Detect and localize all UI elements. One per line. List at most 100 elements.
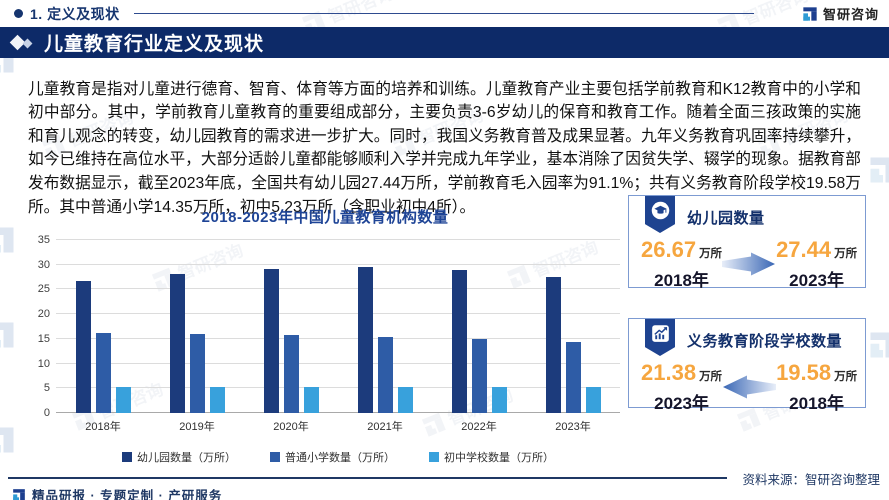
y-tick-label: 30 bbox=[37, 258, 50, 271]
legend-item: 普通小学数量（万所） bbox=[270, 449, 395, 465]
x-tick-label: 2023年 bbox=[555, 421, 591, 433]
gridline bbox=[56, 313, 620, 315]
bar bbox=[545, 277, 561, 413]
legend-label: 幼儿园数量（万所） bbox=[137, 452, 236, 464]
section-banner: 儿童教育行业定义及现状 bbox=[0, 27, 889, 58]
y-tick-label: 10 bbox=[37, 357, 50, 370]
trend-arrow-icon bbox=[722, 375, 777, 399]
stat-year: 2018年 bbox=[789, 394, 844, 413]
footer-brand: 精品研报 · 专题定制 · 产研服务 bbox=[12, 485, 222, 500]
stat-year: 2018年 bbox=[654, 271, 709, 290]
legend-swatch bbox=[270, 452, 280, 462]
y-tick-label: 35 bbox=[37, 234, 50, 246]
bar bbox=[451, 270, 467, 413]
bar bbox=[397, 386, 413, 413]
stat-year: 2023年 bbox=[654, 394, 709, 413]
bar bbox=[189, 333, 205, 413]
legend-swatch bbox=[429, 452, 439, 462]
y-tick-label: 15 bbox=[37, 332, 50, 345]
card-badge bbox=[645, 196, 675, 233]
legend-label: 初中学校数量（万所） bbox=[444, 452, 554, 464]
bar bbox=[75, 281, 91, 413]
gridline bbox=[56, 337, 620, 339]
stat-right: 27.44 万所 2023年 bbox=[776, 237, 857, 291]
gridline bbox=[56, 288, 620, 290]
gridline bbox=[56, 387, 620, 389]
x-tick-label: 2018年 bbox=[85, 421, 121, 433]
bar-group bbox=[526, 240, 620, 413]
x-tick-label: 2022年 bbox=[461, 421, 497, 433]
watermark-edge-glyph bbox=[868, 155, 889, 190]
bar bbox=[585, 387, 601, 413]
y-tick-label: 5 bbox=[43, 382, 50, 395]
y-tick-label: 25 bbox=[37, 283, 50, 296]
legend-item: 幼儿园数量（万所） bbox=[122, 449, 236, 465]
stat-unit: 万所 bbox=[834, 371, 858, 383]
section-bullet-icon bbox=[14, 9, 23, 18]
bar-group bbox=[338, 240, 432, 413]
bar bbox=[565, 342, 581, 413]
stat-value: 27.44 bbox=[776, 237, 832, 262]
gridline bbox=[56, 362, 620, 364]
stat-left: 26.67 万所 2018年 bbox=[641, 237, 722, 291]
bar-group bbox=[56, 240, 150, 413]
stat-unit: 万所 bbox=[699, 371, 723, 383]
stat-value: 21.38 bbox=[641, 360, 697, 385]
chart-plot: 0 5 10 15 20 25 30 35 bbox=[38, 234, 620, 419]
source-note: 资料来源：智研咨询整理 bbox=[742, 473, 880, 487]
y-tick-label: 20 bbox=[37, 308, 50, 321]
legend-swatch bbox=[122, 452, 132, 462]
watermark-edge-glyph bbox=[0, 225, 16, 260]
card-title: 义务教育阶段学校数量 bbox=[687, 333, 843, 350]
footer-tagline: 精品研报 · 专题定制 · 产研服务 bbox=[32, 489, 223, 500]
stat-value: 19.58 bbox=[776, 360, 832, 385]
footer-divider bbox=[8, 477, 727, 479]
gridline bbox=[56, 239, 620, 240]
card-title: 幼儿园数量 bbox=[687, 210, 765, 227]
banner-title: 儿童教育行业定义及现状 bbox=[44, 34, 265, 55]
trend-chart-icon bbox=[651, 325, 669, 342]
watermark-edge-glyph bbox=[0, 425, 16, 460]
bar bbox=[303, 386, 319, 413]
stat-cards-column: 幼儿园数量 26.67 万所 2018年 bbox=[628, 195, 866, 413]
brand-name: 智研咨询 bbox=[822, 7, 879, 22]
bar bbox=[115, 387, 131, 413]
legend-label: 普通小学数量（万所） bbox=[285, 452, 395, 464]
y-tick-label: 0 bbox=[43, 407, 50, 419]
bar bbox=[357, 267, 373, 413]
diamond-icon bbox=[9, 33, 36, 53]
bar bbox=[209, 387, 225, 413]
watermark-edge-glyph bbox=[0, 320, 16, 355]
zhiyan-logo-icon bbox=[803, 6, 817, 21]
trend-arrow-icon bbox=[722, 252, 776, 276]
stat-value: 26.67 bbox=[641, 237, 697, 262]
gridline bbox=[56, 412, 620, 413]
chart-groups bbox=[56, 240, 620, 413]
gridline bbox=[56, 263, 620, 265]
bar-group bbox=[244, 240, 338, 413]
stat-left: 21.38 万所 2023年 bbox=[641, 360, 722, 414]
chart-legend: 幼儿园数量（万所） 普通小学数量（万所） 初中学校数量（万所） bbox=[56, 449, 620, 465]
bar-chart: 2018-2023年中国儿童教育机构数量 0 5 10 15 20 25 30 35 2018… bbox=[30, 206, 620, 465]
chart-y-axis: 0 5 10 15 20 25 30 35 bbox=[30, 234, 52, 419]
zhiyan-logo-icon bbox=[13, 488, 25, 500]
section-label: 1. 定义及现状 bbox=[30, 5, 120, 22]
bar bbox=[95, 333, 111, 413]
bar-group bbox=[150, 240, 244, 413]
stat-unit: 万所 bbox=[834, 248, 858, 260]
card-body: 26.67 万所 2018年 27.44 万所 2 bbox=[629, 228, 865, 291]
bar bbox=[263, 268, 279, 413]
compulsory-education-schools-card: 义务教育阶段学校数量 21.38 万所 2023年 bbox=[628, 318, 866, 413]
x-tick-label: 2020年 bbox=[273, 421, 309, 433]
graduation-cap-icon bbox=[651, 201, 669, 220]
card-badge bbox=[645, 319, 675, 356]
intro-paragraph: 儿童教育是指对儿童进行德育、智育、体育等方面的培养和训练。儿童教育产业主要包括学… bbox=[28, 80, 861, 216]
bar bbox=[491, 387, 507, 413]
stat-year: 2023年 bbox=[789, 271, 844, 290]
bar-group bbox=[432, 240, 526, 413]
header-divider bbox=[133, 13, 754, 14]
x-tick-label: 2019年 bbox=[179, 421, 215, 433]
bar bbox=[471, 339, 487, 413]
chart-title: 2018-2023年中国儿童教育机构数量 bbox=[201, 209, 449, 226]
